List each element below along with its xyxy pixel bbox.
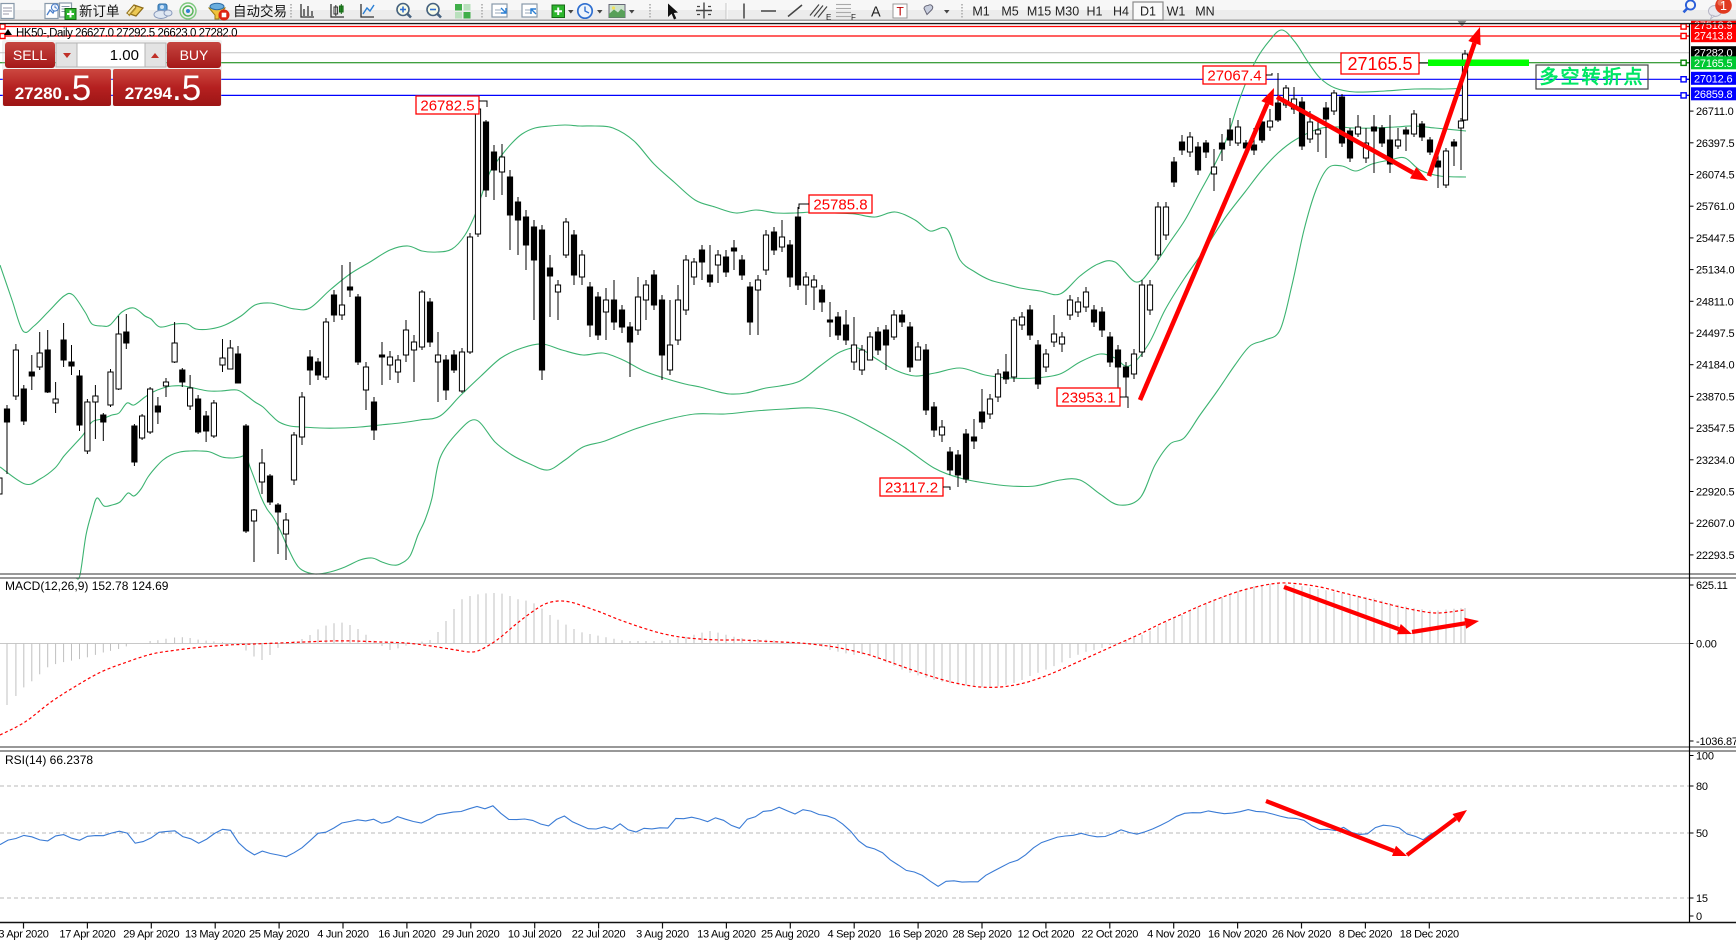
svg-text:M30: M30 xyxy=(1055,5,1079,19)
svg-text:自动交易: 自动交易 xyxy=(233,3,287,19)
svg-text:4 Nov 2020: 4 Nov 2020 xyxy=(1147,929,1200,941)
svg-text:28 Sep 2020: 28 Sep 2020 xyxy=(952,929,1011,941)
svg-text:26859.8: 26859.8 xyxy=(1694,89,1732,101)
svg-text:12 Oct 2020: 12 Oct 2020 xyxy=(1018,929,1075,941)
svg-text:16 Jun 2020: 16 Jun 2020 xyxy=(378,929,435,941)
svg-text:29 Apr 2020: 29 Apr 2020 xyxy=(123,929,179,941)
svg-text:22607.0: 22607.0 xyxy=(1696,518,1734,530)
svg-text:29 Jun 2020: 29 Jun 2020 xyxy=(442,929,499,941)
svg-text:8 Dec 2020: 8 Dec 2020 xyxy=(1339,929,1392,941)
svg-text:50: 50 xyxy=(1696,828,1708,840)
svg-text:625.11: 625.11 xyxy=(1696,580,1728,592)
svg-text:M15: M15 xyxy=(1027,5,1051,19)
svg-text:1.00: 1.00 xyxy=(110,47,139,64)
svg-text:17 Apr 2020: 17 Apr 2020 xyxy=(59,929,115,941)
svg-text:4 Sep 2020: 4 Sep 2020 xyxy=(828,929,881,941)
svg-text:18 Dec 2020: 18 Dec 2020 xyxy=(1400,929,1459,941)
svg-text:27165.5: 27165.5 xyxy=(1347,54,1412,74)
svg-text:27012.6: 27012.6 xyxy=(1694,73,1732,85)
svg-text:22 Oct 2020: 22 Oct 2020 xyxy=(1081,929,1138,941)
svg-text:HK50-,Daily 26627.0 27292.5 2: HK50-,Daily 26627.0 27292.5 26623.0 2728… xyxy=(16,28,237,40)
svg-text:3 Aug 2020: 3 Aug 2020 xyxy=(636,929,689,941)
svg-text:24184.0: 24184.0 xyxy=(1696,360,1734,372)
svg-text:23547.5: 23547.5 xyxy=(1696,423,1734,435)
svg-text:23953.1: 23953.1 xyxy=(1061,389,1115,406)
svg-text:25134.0: 25134.0 xyxy=(1696,265,1734,277)
svg-text:25447.5: 25447.5 xyxy=(1696,233,1734,245)
svg-text:10 Jul 2020: 10 Jul 2020 xyxy=(508,929,562,941)
svg-text:A: A xyxy=(871,5,881,21)
svg-text:RSI(14) 66.2378: RSI(14) 66.2378 xyxy=(5,753,93,767)
svg-text:23870.5: 23870.5 xyxy=(1696,391,1734,403)
svg-text:27165.5: 27165.5 xyxy=(1694,58,1732,70)
svg-text:25 Aug 2020: 25 Aug 2020 xyxy=(761,929,820,941)
svg-text:23234.0: 23234.0 xyxy=(1696,455,1734,467)
svg-text:26782.5: 26782.5 xyxy=(420,97,474,114)
svg-text:22920.5: 22920.5 xyxy=(1696,487,1734,499)
svg-text:26397.5: 26397.5 xyxy=(1696,138,1734,150)
svg-text:13 May 2020: 13 May 2020 xyxy=(185,929,245,941)
svg-text:MACD(12,26,9) 152.78 124.69: MACD(12,26,9) 152.78 124.69 xyxy=(5,579,169,593)
svg-text:多空转折点: 多空转折点 xyxy=(1539,65,1644,88)
svg-text:26074.5: 26074.5 xyxy=(1696,170,1734,182)
svg-text:15: 15 xyxy=(1696,893,1708,905)
svg-text:M5: M5 xyxy=(1001,5,1018,19)
svg-text:13 Aug 2020: 13 Aug 2020 xyxy=(697,929,756,941)
svg-text:80: 80 xyxy=(1696,781,1708,793)
svg-text:H4: H4 xyxy=(1113,5,1129,19)
svg-text:E: E xyxy=(826,13,831,22)
svg-text:M1: M1 xyxy=(972,5,989,19)
svg-text:MN: MN xyxy=(1195,5,1214,19)
svg-text:1: 1 xyxy=(1720,0,1727,13)
svg-text:24497.5: 24497.5 xyxy=(1696,328,1734,340)
svg-text:25761.0: 25761.0 xyxy=(1696,201,1734,213)
svg-text:D1: D1 xyxy=(1140,5,1156,19)
svg-text:0.00: 0.00 xyxy=(1696,639,1717,651)
svg-text:27067.4: 27067.4 xyxy=(1207,67,1261,84)
svg-text:H1: H1 xyxy=(1087,5,1103,19)
svg-text:.5: .5 xyxy=(172,69,201,108)
svg-text:T: T xyxy=(897,5,905,19)
svg-text:-1036.87: -1036.87 xyxy=(1696,736,1736,748)
svg-text:27280: 27280 xyxy=(15,84,62,103)
svg-text:3 Apr 2020: 3 Apr 2020 xyxy=(0,929,49,941)
svg-text:SELL: SELL xyxy=(13,47,47,63)
svg-text:22 Jul 2020: 22 Jul 2020 xyxy=(572,929,626,941)
svg-text:0: 0 xyxy=(1696,911,1702,923)
svg-text:25785.8: 25785.8 xyxy=(813,196,867,213)
svg-text:26711.0: 26711.0 xyxy=(1696,106,1734,118)
svg-text:F: F xyxy=(851,13,856,22)
svg-text:23117.2: 23117.2 xyxy=(885,479,938,496)
svg-text:24811.0: 24811.0 xyxy=(1696,296,1734,308)
svg-text:27413.8: 27413.8 xyxy=(1694,31,1732,43)
svg-text:26 Nov 2020: 26 Nov 2020 xyxy=(1272,929,1331,941)
svg-text:W1: W1 xyxy=(1167,5,1186,19)
svg-text:BUY: BUY xyxy=(180,47,209,63)
svg-text:27294: 27294 xyxy=(125,84,173,103)
svg-text:新订单: 新订单 xyxy=(79,4,120,19)
svg-text:4 Jun 2020: 4 Jun 2020 xyxy=(317,929,369,941)
svg-text:16 Sep 2020: 16 Sep 2020 xyxy=(889,929,948,941)
svg-text:16 Nov 2020: 16 Nov 2020 xyxy=(1208,929,1267,941)
svg-text:100: 100 xyxy=(1696,751,1714,763)
svg-text:25 May 2020: 25 May 2020 xyxy=(249,929,309,941)
svg-text:22293.5: 22293.5 xyxy=(1696,550,1734,562)
svg-text:.5: .5 xyxy=(62,69,91,108)
